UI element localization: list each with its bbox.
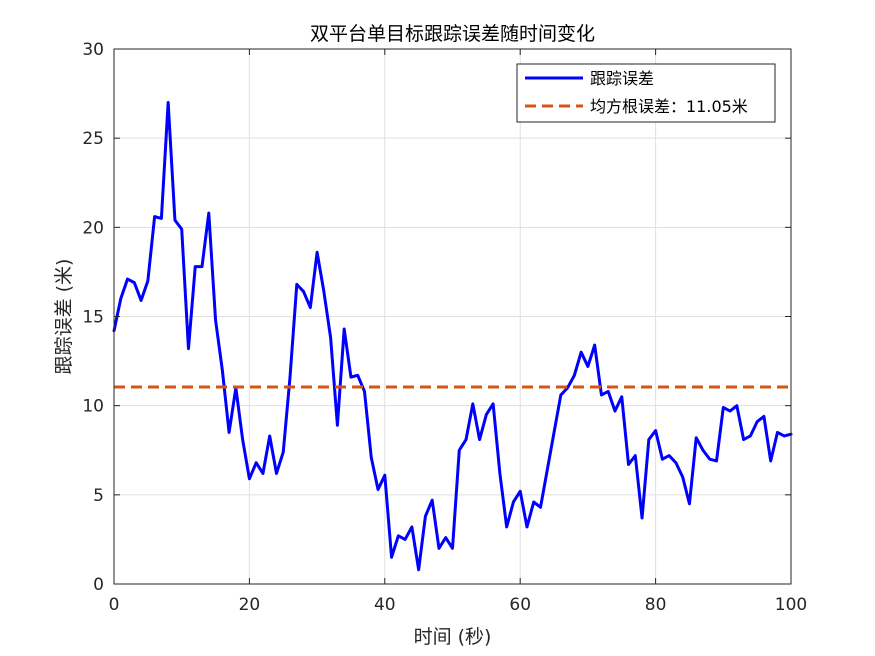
y-tick-label: 25 bbox=[82, 129, 104, 149]
tick-labels: 0 20 40 60 80 100 0 5 10 15 20 25 30 bbox=[82, 40, 807, 615]
legend-box bbox=[516, 63, 776, 123]
series-layer bbox=[112, 101, 793, 572]
x-tick-label: 40 bbox=[374, 595, 396, 615]
y-tick-label: 20 bbox=[82, 218, 104, 238]
ticks bbox=[113, 48, 792, 585]
x-axis-label: 时间 (秒) bbox=[414, 626, 492, 648]
y-tick-label: 5 bbox=[93, 486, 104, 506]
chart-title: 双平台单目标跟踪误差随时间变化 bbox=[310, 23, 595, 45]
x-tick-label: 60 bbox=[509, 595, 531, 615]
y-tick-label: 10 bbox=[82, 397, 104, 417]
y-tick-label: 30 bbox=[82, 40, 104, 60]
legend-label-rmse: 均方根误差：11.05米 bbox=[590, 97, 748, 116]
x-tick-label: 0 bbox=[109, 595, 120, 615]
y-tick-label: 15 bbox=[82, 308, 104, 328]
x-tick-label: 20 bbox=[239, 595, 261, 615]
y-tick-label: 0 bbox=[93, 575, 104, 595]
x-tick-label: 100 bbox=[775, 595, 807, 615]
x-tick-label: 80 bbox=[645, 595, 667, 615]
y-axis-label: 跟踪误差 (米) bbox=[53, 259, 75, 375]
legend: 跟踪误差 均方根误差：11.05米 bbox=[516, 63, 776, 123]
legend-label-tracking-error: 跟踪误差 bbox=[590, 69, 654, 88]
series-line-tracking-error bbox=[112, 101, 793, 572]
